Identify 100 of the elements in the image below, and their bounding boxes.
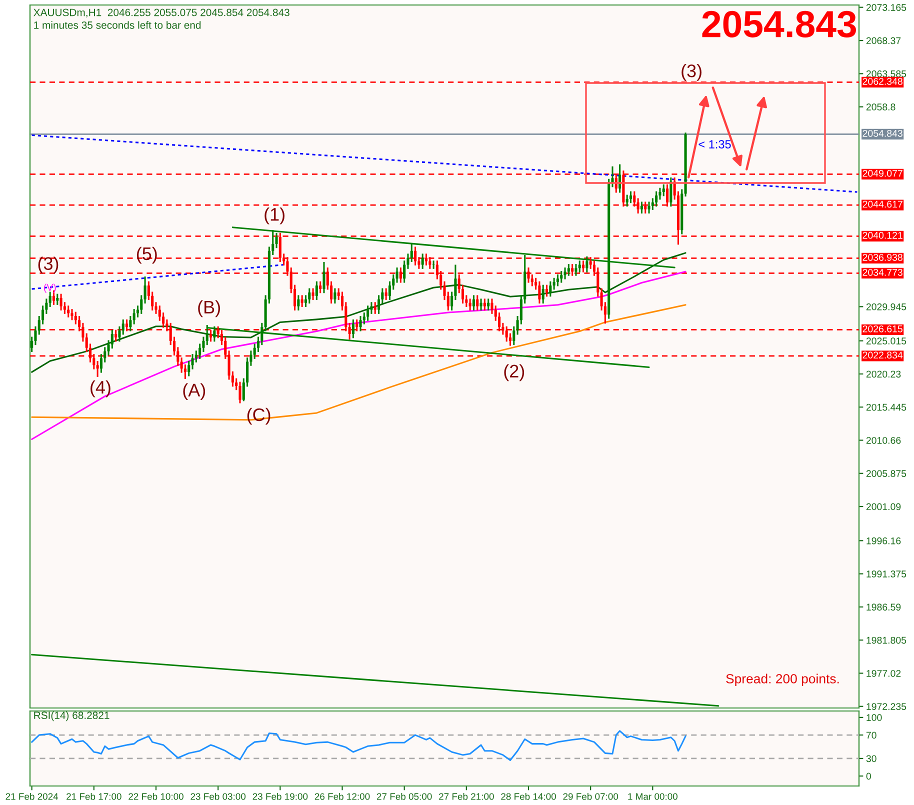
- candlestick: [552, 277, 556, 290]
- candlestick: [140, 294, 143, 315]
- ref-line-label: 2034.773: [862, 268, 902, 276]
- candlestick: [567, 263, 570, 277]
- candlestick: [640, 200, 643, 214]
- candlestick: [662, 184, 665, 197]
- candlestick: [655, 190, 658, 208]
- candlestick: [319, 280, 322, 294]
- candlestick: [626, 194, 628, 208]
- candlestick: [670, 176, 672, 208]
- candlestick: [574, 263, 578, 277]
- candlestick: [144, 276, 146, 304]
- annotation: (5): [136, 246, 157, 264]
- x-tick-label: 29 Feb 07:00: [563, 792, 618, 800]
- candlestick: [556, 274, 559, 287]
- text: 1 minutes 35 seconds left to bar end: [34, 21, 201, 29]
- candlestick: [487, 298, 490, 312]
- candlestick: [538, 280, 541, 304]
- candlestick: [512, 326, 516, 346]
- candlestick: [334, 288, 336, 304]
- chart-title: XAUUSDm,H1 2046.255 2055.075 2045.854 2054.843: [34, 8, 290, 18]
- candlestick: [549, 280, 552, 298]
- candlestick: [560, 270, 563, 284]
- x-tick-label: 21 Feb 2024: [6, 792, 58, 800]
- candlestick: [122, 318, 124, 336]
- candlestick: [322, 261, 326, 294]
- x-tick-label: 1 Mar 00:00: [628, 793, 678, 800]
- candlestick: [352, 318, 354, 339]
- y-tick-label: 2010.66: [866, 436, 901, 444]
- y-tick-label: 1972.235: [866, 703, 906, 710]
- annotation: (A): [183, 383, 206, 400]
- candlestick: [132, 308, 136, 326]
- candlestick: [366, 304, 370, 322]
- ref-line-label: 2026.615: [862, 325, 902, 332]
- x-tick-label: 21 Feb 17:00: [66, 792, 122, 800]
- ref-line-label: 2036.938: [862, 254, 902, 261]
- y-tick-label: 2073.165: [866, 4, 906, 11]
- y-tick-label: 30: [866, 755, 876, 762]
- y-tick-label: 1977.02: [866, 670, 901, 677]
- candlestick: [312, 288, 314, 301]
- ref-line-label: 2022.834: [862, 352, 903, 359]
- candlestick: [308, 288, 311, 304]
- candlestick: [60, 293, 62, 312]
- candlestick: [70, 308, 74, 321]
- candlestick: [238, 381, 242, 404]
- candlestick: [564, 266, 566, 280]
- annotation: Spread: 200 points.: [726, 674, 839, 686]
- chart-title: RSI(14) 68.2821: [34, 711, 110, 722]
- candlestick: [545, 284, 548, 298]
- y-tick-label: 2020.23: [866, 370, 901, 378]
- ref-line-label: 2062.348: [862, 78, 902, 85]
- candlestick: [629, 190, 632, 204]
- candlestick: [384, 288, 388, 301]
- y-tick-label: 2001.09: [866, 503, 901, 510]
- candlestick: [410, 242, 413, 263]
- candlestick: [483, 298, 486, 312]
- line-series: [31, 730, 686, 761]
- candlestick: [129, 315, 132, 332]
- annotation: < 1:35: [698, 140, 731, 148]
- y-tick-label: 1981.805: [866, 636, 906, 644]
- candlestick: [421, 252, 424, 270]
- x-tick-label: 27 Feb 21:00: [439, 792, 494, 800]
- candlestick: [542, 284, 544, 304]
- y-tick-label: 2015.445: [866, 404, 906, 411]
- annotation: (3): [682, 64, 702, 81]
- ref-line-label: 2044.617: [862, 200, 902, 208]
- y-tick-label: 1986.59: [866, 604, 901, 611]
- candlestick: [96, 360, 99, 378]
- y-tick-label: 70: [866, 732, 876, 739]
- candlestick: [300, 294, 304, 308]
- y-tick-label: 1996.16: [866, 537, 901, 544]
- x-tick-label: 23 Feb 03:00: [190, 792, 246, 800]
- candlestick: [67, 304, 70, 318]
- ref-line-label: 2040.121: [862, 232, 902, 239]
- annotation: (2): [504, 364, 524, 382]
- candlestick: [472, 294, 475, 312]
- candlestick: [315, 280, 318, 301]
- candlestick: [297, 294, 300, 312]
- y-tick-label: 2029.945: [866, 303, 906, 310]
- ref-line-label: 2054.843: [862, 130, 902, 137]
- candlestick: [359, 315, 362, 332]
- y-tick-label: 2063.585: [866, 70, 906, 78]
- x-tick-label: 27 Feb 05:00: [376, 792, 432, 800]
- y-tick-label: 2058.8: [866, 104, 896, 110]
- candlestick: [582, 260, 585, 274]
- annotation: (4): [90, 380, 110, 398]
- x-tick-label: 22 Feb 10:00: [128, 792, 184, 800]
- y-tick-label: 0: [866, 772, 871, 780]
- x-tick-label: 26 Feb 12:00: [314, 792, 370, 800]
- annotation: (B): [198, 300, 220, 318]
- ref-line-label: 2049.077: [862, 170, 902, 177]
- candlestick: [648, 200, 650, 214]
- y-tick-label: 100: [866, 714, 882, 722]
- y-tick-label: 2005.875: [866, 470, 906, 477]
- y-tick-label: 2068.37: [866, 37, 901, 44]
- candlestick: [476, 294, 479, 312]
- x-tick-label: 23 Feb 19:00: [252, 792, 308, 800]
- candlestick: [468, 298, 472, 312]
- candlestick: [480, 298, 482, 312]
- annotation: (1): [264, 207, 284, 224]
